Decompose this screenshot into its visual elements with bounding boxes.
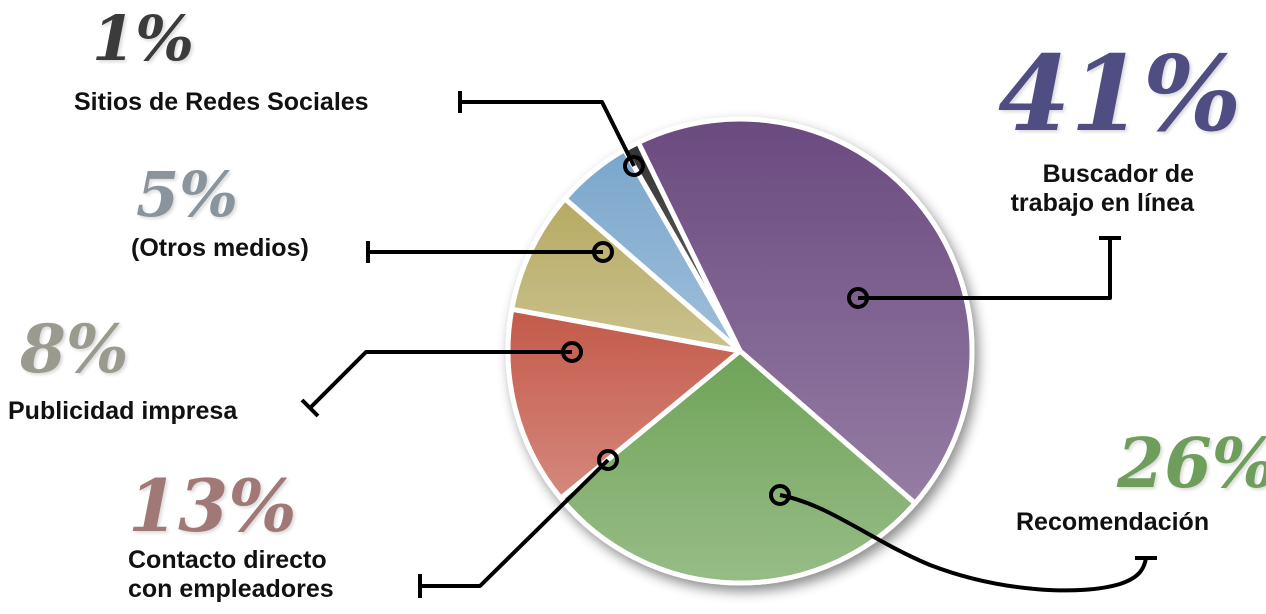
category-label-line: con empleadores [128,575,334,603]
slice-referral-sheen [560,351,916,583]
leader-referral-dot-marker [769,484,791,506]
leader-referral-path [779,493,1148,593]
category-label-line: Contacto directo [128,546,327,574]
slice-print-ads-sheen [511,198,740,351]
value-label-direct-contact: 13% [128,463,297,548]
leader-direct-contact [418,449,619,598]
leader-online-job-search-path [858,238,1112,300]
slice-print-ads [509,196,743,354]
value-label-other-media: 5% [136,158,239,231]
leader-lines [300,91,1157,598]
value-label-print-ads: 8% [20,310,129,388]
leader-social-networks [458,91,645,177]
category-label-line: Buscador de [1042,160,1194,188]
pie-slices [505,116,975,586]
category-label-other-media: (Otros medios) [131,234,309,263]
leader-online-job-search-dot-marker [847,287,869,309]
pie-body [505,116,975,586]
category-label-print-ads: Publicidad impresa [8,397,237,426]
slice-online-job-search [635,116,975,506]
value-label-social-networks: 1% [92,2,195,75]
leader-social-networks-path [460,100,636,167]
leader-referral [769,484,1157,593]
value-label-online-job-search: 41% [998,32,1242,155]
leader-print-ads-dot-marker [561,341,583,363]
slice-other-media-sheen [564,149,740,351]
category-label-direct-contact: Contacto directo con empleadores [128,546,334,604]
leader-print-ads-path [308,350,572,410]
leader-online-job-search [847,236,1121,309]
category-label-line: Sitios de Redes Sociales [74,88,369,116]
leader-social-networks-dot-marker [623,155,645,177]
category-label-referral: Recomendación [1016,508,1209,537]
category-label-online-job-search: Buscador de trabajo en línea [1011,160,1194,218]
category-label-line: (Otros medios) [131,234,309,262]
category-label-line: Recomendación [1016,508,1210,536]
category-label-social-networks: Sitios de Redes Sociales [74,88,369,117]
leader-direct-contact-path [420,458,610,588]
leader-print-ads [300,341,583,418]
leader-other-media [366,241,614,263]
leader-print-ads-end-tick [300,398,320,418]
leader-direct-contact-dot-marker [597,449,619,471]
slice-social-networks-sheen [624,142,740,351]
leader-other-media-dot-marker [592,241,614,263]
category-label-line: trabajo en línea [1010,189,1194,217]
value-label-referral: 26% [1117,424,1266,504]
slice-online-job-search-sheen [638,118,973,504]
category-label-line: Publicidad impresa [8,397,238,425]
